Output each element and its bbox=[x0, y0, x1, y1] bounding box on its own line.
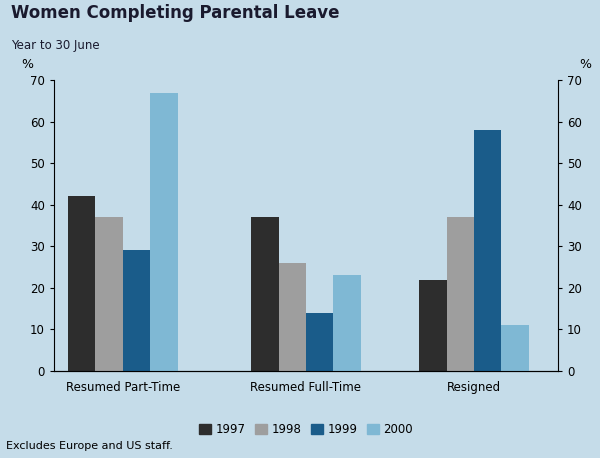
Bar bbox=[502, 325, 529, 371]
Bar bbox=[306, 313, 334, 371]
Bar bbox=[474, 130, 502, 371]
Text: Women Completing Parental Leave: Women Completing Parental Leave bbox=[11, 4, 340, 22]
Text: Year to 30 June: Year to 30 June bbox=[11, 39, 100, 52]
Legend: 1997, 1998, 1999, 2000: 1997, 1998, 1999, 2000 bbox=[194, 418, 418, 441]
Bar bbox=[150, 93, 178, 371]
Bar bbox=[446, 217, 474, 371]
Text: %: % bbox=[579, 59, 591, 71]
Bar bbox=[334, 275, 361, 371]
Bar bbox=[68, 196, 95, 371]
Bar bbox=[95, 217, 123, 371]
Bar bbox=[251, 217, 278, 371]
Text: %: % bbox=[21, 59, 33, 71]
Bar bbox=[123, 251, 150, 371]
Text: Excludes Europe and US staff.: Excludes Europe and US staff. bbox=[6, 441, 173, 451]
Bar bbox=[419, 279, 446, 371]
Bar bbox=[278, 263, 306, 371]
